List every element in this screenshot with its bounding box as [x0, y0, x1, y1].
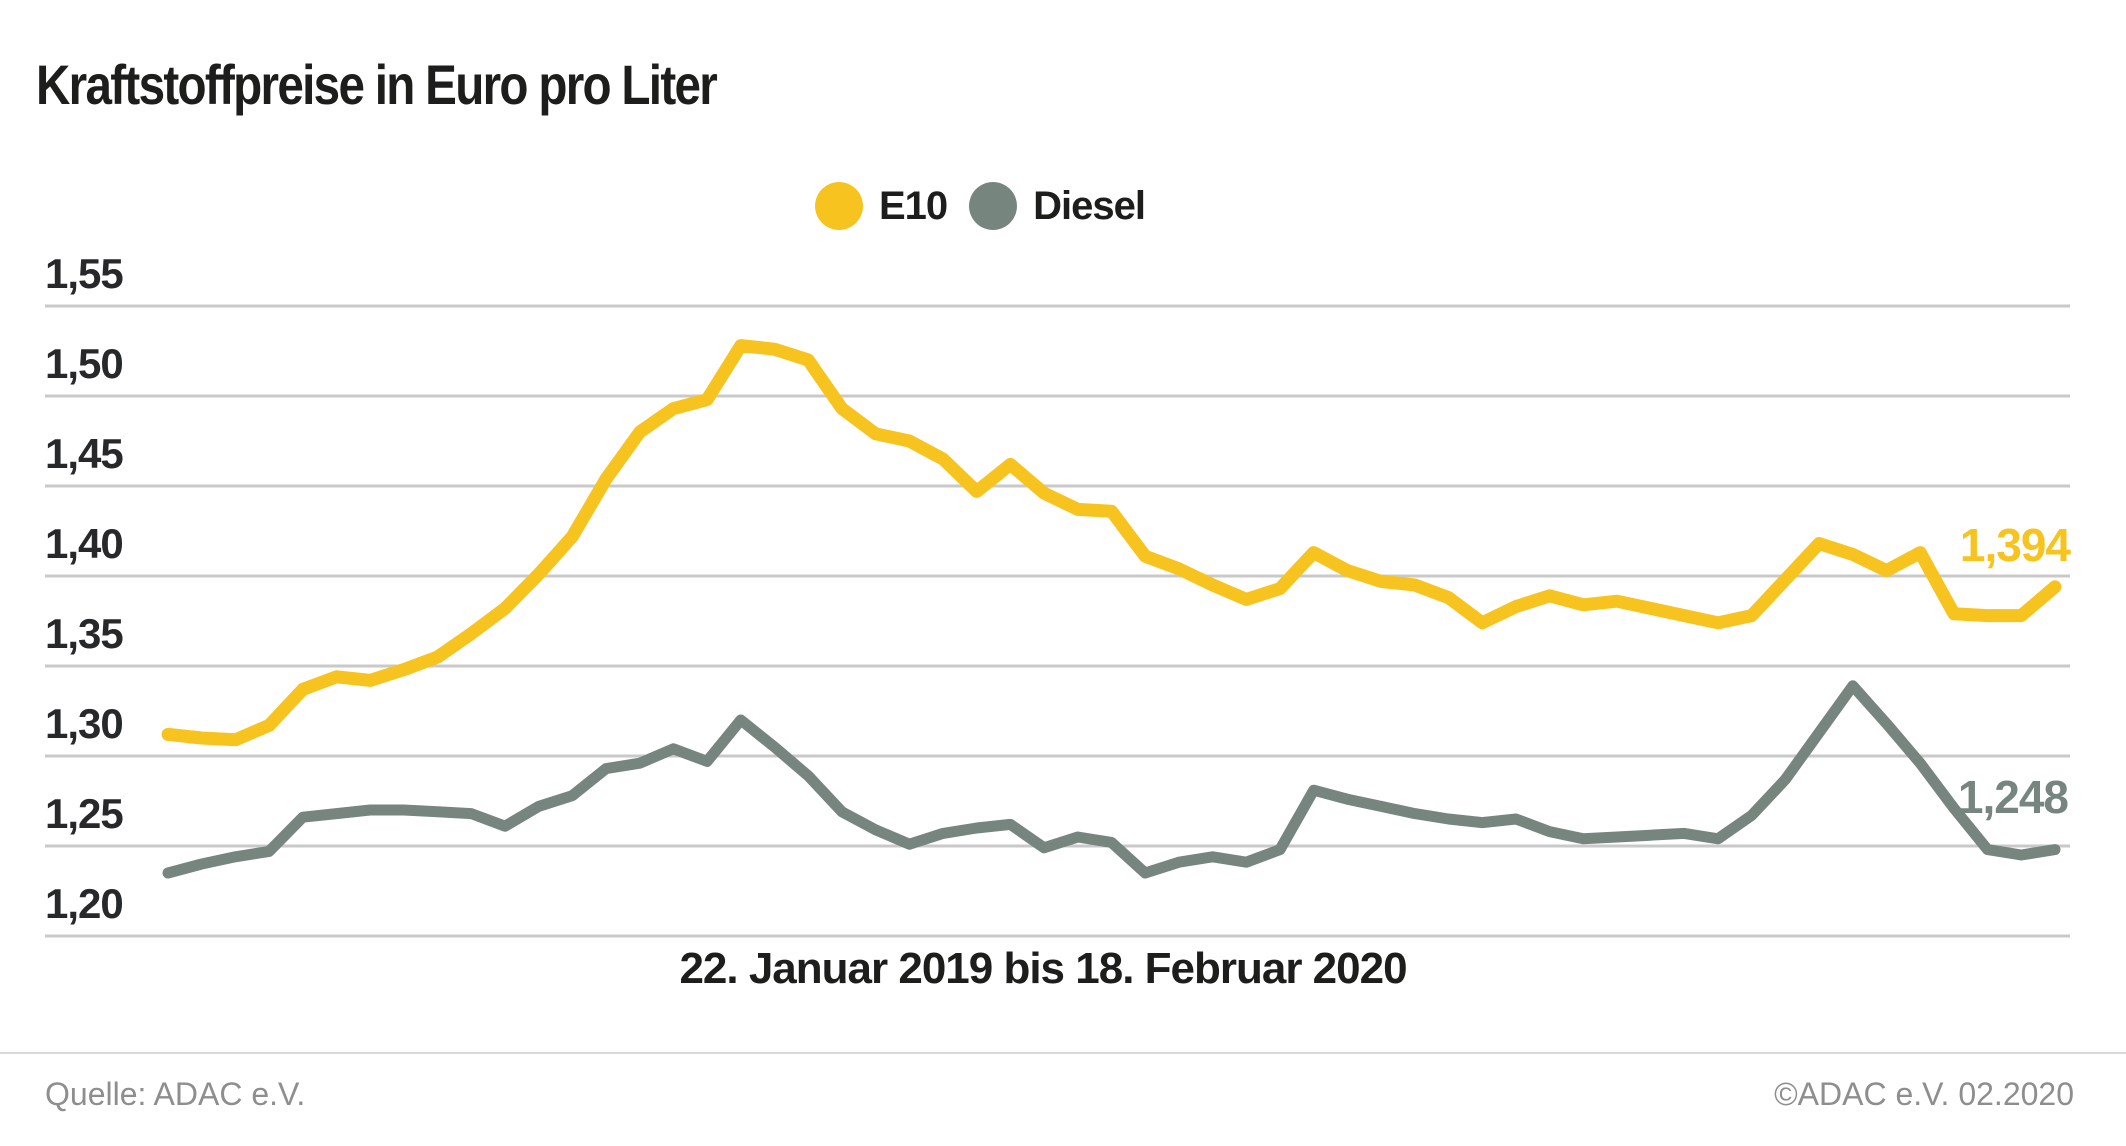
copyright-notice: ©ADAC e.V. 02.2020 — [1774, 1076, 2074, 1112]
legend-label-diesel: Diesel — [1033, 183, 1146, 228]
y-axis-label: 1,55 — [45, 250, 124, 297]
y-axis-label: 1,40 — [45, 520, 124, 567]
y-axis-label: 1,30 — [45, 700, 124, 747]
y-axis-label: 1,25 — [45, 790, 124, 837]
x-axis-range-label: 22. Januar 2019 bis 18. Februar 2020 — [679, 944, 1407, 993]
legend-item-e10: E10 — [815, 182, 948, 230]
y-axis-label: 1,20 — [45, 880, 124, 927]
legend-item-diesel: Diesel — [969, 182, 1146, 230]
source-credit: Quelle: ADAC e.V. — [45, 1076, 306, 1112]
e10-line — [161, 339, 2062, 747]
e10-end-value-label: 1,394 — [1959, 519, 2071, 571]
diesel-line — [162, 680, 2061, 879]
y-axis-label: 1,45 — [45, 430, 124, 477]
diesel-end-value-label: 1,248 — [1957, 771, 2069, 823]
diesel-legend-dot-icon — [969, 182, 1018, 230]
footer-divider — [0, 1052, 2126, 1054]
y-axis-label: 1,35 — [45, 610, 124, 657]
chart-title: Kraftstoffpreise in Euro pro Liter — [36, 53, 718, 116]
e10-legend-dot-icon — [815, 182, 863, 230]
legend: E10 Diesel — [815, 182, 1146, 230]
y-axis-label: 1,50 — [45, 340, 124, 387]
legend-label-e10: E10 — [879, 183, 948, 228]
